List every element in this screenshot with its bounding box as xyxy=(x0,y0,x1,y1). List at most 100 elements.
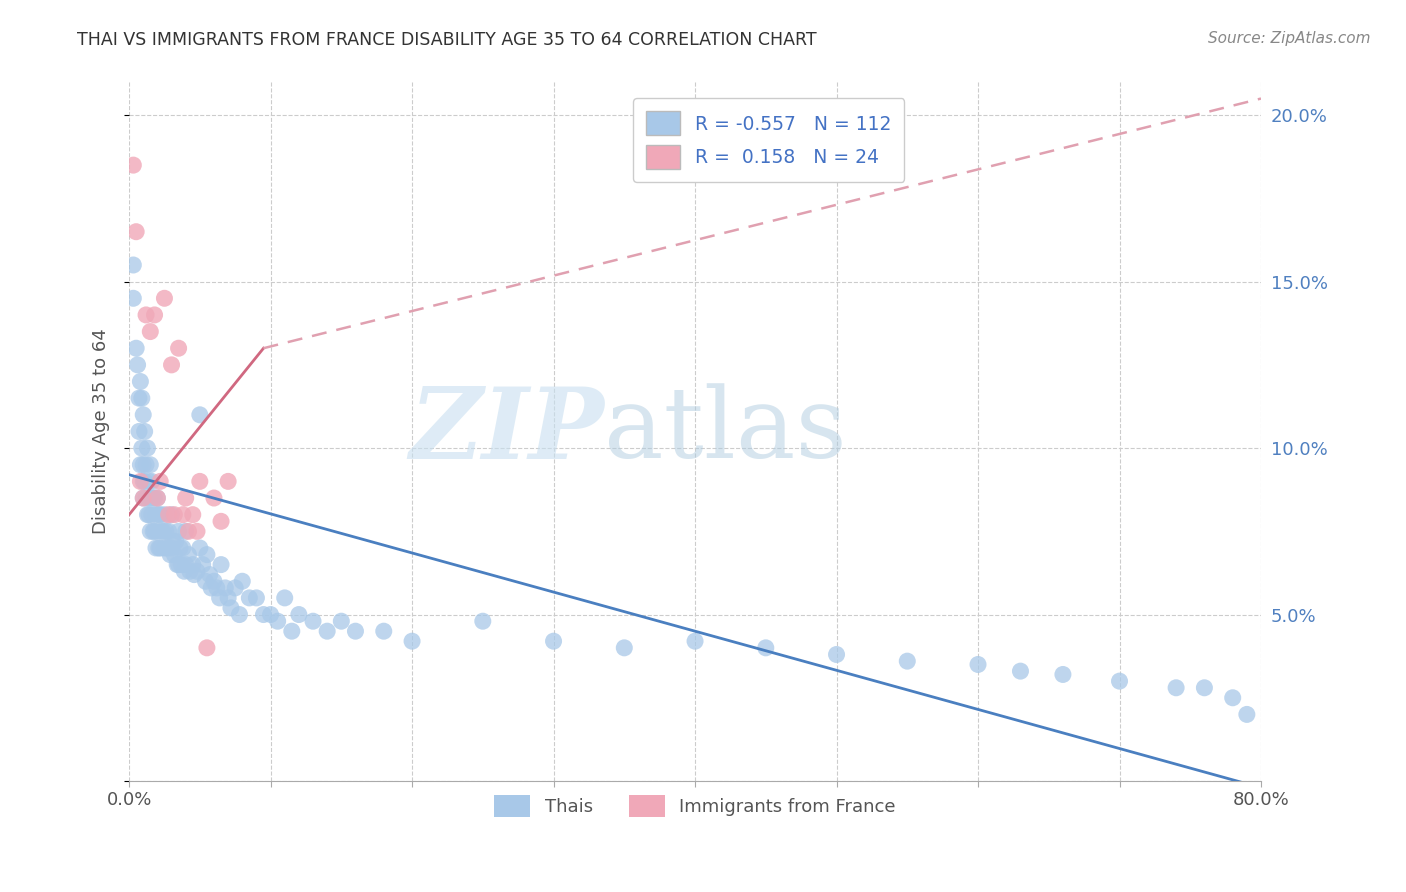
Point xyxy=(288,607,311,622)
Point xyxy=(132,458,155,472)
Point xyxy=(224,581,246,595)
Point xyxy=(129,375,152,389)
Point xyxy=(683,634,706,648)
Point xyxy=(202,574,225,589)
Point xyxy=(174,558,197,572)
Point xyxy=(170,558,193,572)
Point xyxy=(134,425,156,439)
Point xyxy=(131,391,153,405)
Point xyxy=(1010,664,1032,678)
Point xyxy=(172,508,194,522)
Point xyxy=(145,541,167,555)
Point xyxy=(155,524,177,539)
Point xyxy=(1052,667,1074,681)
Point xyxy=(138,508,160,522)
Point xyxy=(132,491,155,505)
Point xyxy=(153,541,176,555)
Point xyxy=(127,358,149,372)
Point xyxy=(209,558,232,572)
Point xyxy=(146,491,169,505)
Point xyxy=(195,640,218,655)
Point xyxy=(143,491,166,505)
Point xyxy=(163,548,186,562)
Point xyxy=(344,624,367,639)
Point xyxy=(163,508,186,522)
Point xyxy=(186,564,208,578)
Point xyxy=(157,508,180,522)
Point xyxy=(135,308,157,322)
Point xyxy=(167,341,190,355)
Point xyxy=(143,308,166,322)
Point xyxy=(173,564,195,578)
Point xyxy=(157,524,180,539)
Y-axis label: Disability Age 35 to 64: Disability Age 35 to 64 xyxy=(93,328,110,534)
Point xyxy=(149,475,172,489)
Text: Source: ZipAtlas.com: Source: ZipAtlas.com xyxy=(1208,31,1371,46)
Point xyxy=(231,574,253,589)
Point xyxy=(167,558,190,572)
Point xyxy=(160,358,183,372)
Point xyxy=(316,624,339,639)
Point xyxy=(543,634,565,648)
Point xyxy=(160,541,183,555)
Legend: Thais, Immigrants from France: Thais, Immigrants from France xyxy=(486,788,903,824)
Point xyxy=(139,325,162,339)
Point xyxy=(1194,681,1216,695)
Point xyxy=(471,614,494,628)
Point xyxy=(122,258,145,272)
Point xyxy=(1164,681,1187,695)
Point xyxy=(302,614,325,628)
Point xyxy=(138,475,160,489)
Point xyxy=(149,508,172,522)
Point xyxy=(174,491,197,505)
Point xyxy=(259,607,281,622)
Point xyxy=(1222,690,1244,705)
Point xyxy=(825,648,848,662)
Point xyxy=(143,524,166,539)
Point xyxy=(1108,674,1130,689)
Point xyxy=(145,508,167,522)
Point xyxy=(205,581,228,595)
Point xyxy=(245,591,267,605)
Point xyxy=(135,491,157,505)
Point xyxy=(132,491,155,505)
Point xyxy=(330,614,353,628)
Point xyxy=(191,558,214,572)
Point xyxy=(209,514,232,528)
Point xyxy=(131,441,153,455)
Point xyxy=(125,341,148,355)
Point xyxy=(177,524,200,539)
Point xyxy=(128,425,150,439)
Point xyxy=(167,524,190,539)
Point xyxy=(160,508,183,522)
Text: THAI VS IMMIGRANTS FROM FRANCE DISABILITY AGE 35 TO 64 CORRELATION CHART: THAI VS IMMIGRANTS FROM FRANCE DISABILIT… xyxy=(77,31,817,49)
Point xyxy=(208,591,231,605)
Point xyxy=(181,508,204,522)
Point xyxy=(373,624,395,639)
Point xyxy=(148,508,170,522)
Text: ZIP: ZIP xyxy=(409,384,605,480)
Point xyxy=(139,524,162,539)
Point xyxy=(156,541,179,555)
Point xyxy=(172,541,194,555)
Point xyxy=(125,225,148,239)
Point xyxy=(169,541,191,555)
Point xyxy=(401,634,423,648)
Point xyxy=(200,581,222,595)
Point xyxy=(141,508,163,522)
Point xyxy=(281,624,304,639)
Point xyxy=(195,548,218,562)
Point xyxy=(159,548,181,562)
Point xyxy=(252,607,274,622)
Point xyxy=(135,458,157,472)
Point xyxy=(136,508,159,522)
Point xyxy=(186,524,208,539)
Point xyxy=(139,458,162,472)
Point xyxy=(967,657,990,672)
Point xyxy=(217,475,239,489)
Point xyxy=(153,508,176,522)
Point xyxy=(183,567,205,582)
Point xyxy=(188,475,211,489)
Point xyxy=(134,475,156,489)
Point xyxy=(136,441,159,455)
